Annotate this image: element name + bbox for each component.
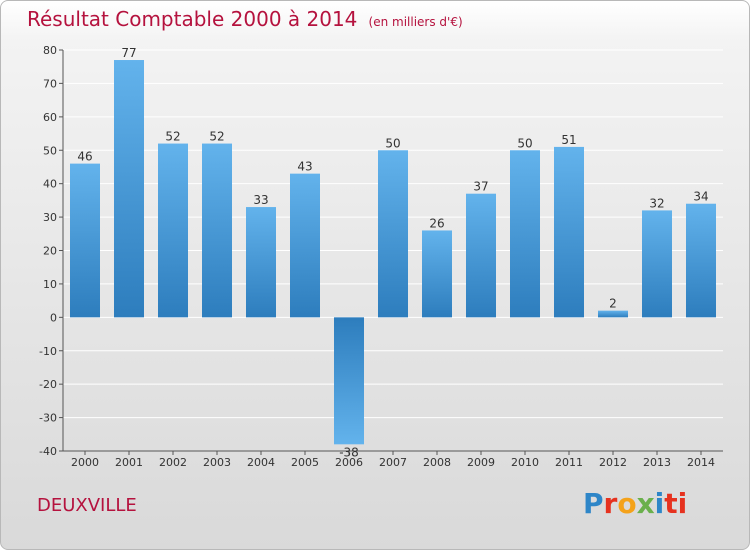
data-label: -38: [339, 445, 359, 459]
bar-2011: [554, 146, 584, 318]
data-label: 34: [693, 190, 708, 204]
y-tick-label: -30: [39, 412, 57, 425]
bar-2002: [158, 143, 188, 318]
bar-2009: [466, 193, 496, 318]
y-tick-label: 70: [43, 77, 57, 90]
x-tick-label: 2006: [335, 456, 363, 469]
proxiti-logo[interactable]: Proxiti: [583, 487, 688, 520]
y-tick-label: -40: [39, 445, 57, 458]
y-tick-label: 50: [43, 144, 57, 157]
y-tick-label: -10: [39, 345, 57, 358]
axes: -40 -30 -20 -10 0 10 20 30 40 50 60 70 80 2000 2001 200…: [39, 44, 723, 469]
bar-2014: [686, 203, 716, 318]
bar-2000: [70, 163, 100, 318]
bar-2004: [246, 207, 276, 318]
x-tick-label: 2012: [599, 456, 627, 469]
y-tick-label: 60: [43, 111, 57, 124]
x-tick-label: 2004: [247, 456, 275, 469]
y-tick-label: 80: [43, 44, 57, 57]
bar-2006: [334, 317, 364, 445]
x-tick-label: 2007: [379, 456, 407, 469]
y-tick-label: 10: [43, 278, 57, 291]
title-line: Résultat Comptable 2000 à 2014 (en milli…: [27, 7, 463, 31]
x-tick-label: 2014: [687, 456, 715, 469]
chart-title: Résultat Comptable 2000 à 2014: [27, 7, 358, 31]
x-tick-label: 2002: [159, 456, 187, 469]
x-tick-label: 2009: [467, 456, 495, 469]
x-tick-label: 2000: [71, 456, 99, 469]
y-tick-label: -20: [39, 378, 57, 391]
bar-2001: [114, 60, 144, 318]
data-label: 52: [165, 130, 180, 144]
x-tick-label: 2001: [115, 456, 143, 469]
bar-2010: [510, 150, 540, 318]
data-labels: 46 77 52 52 33 43 -38 50 26 37 50 51 2 32 34: [77, 46, 708, 459]
x-tick-label: 2011: [555, 456, 583, 469]
y-tick-label: 0: [50, 311, 57, 324]
data-label: 77: [121, 46, 136, 60]
chart-subtitle: (en milliers d'€): [368, 15, 463, 29]
bar-2012: [598, 310, 628, 318]
data-label: 46: [77, 150, 92, 164]
data-label: 37: [473, 180, 488, 194]
x-tick-label: 2003: [203, 456, 231, 469]
bar-2013: [642, 210, 672, 318]
bar-2008: [422, 230, 452, 318]
data-label: 43: [297, 160, 312, 174]
x-tick-label: 2010: [511, 456, 539, 469]
data-label: 2: [609, 297, 617, 311]
data-label: 32: [649, 196, 664, 210]
bar-2005: [290, 173, 320, 318]
y-tick-label: 40: [43, 178, 57, 191]
y-tick-label: 30: [43, 211, 57, 224]
x-tick-label: 2013: [643, 456, 671, 469]
data-label: 51: [561, 133, 576, 147]
data-label: 26: [429, 216, 444, 230]
x-tick-label: 2008: [423, 456, 451, 469]
data-label: 50: [385, 136, 400, 150]
bars: [70, 60, 716, 445]
data-label: 52: [209, 130, 224, 144]
bar-2007: [378, 150, 408, 318]
x-tick-label: 2005: [291, 456, 319, 469]
data-label: 33: [253, 193, 268, 207]
bar-2003: [202, 143, 232, 318]
y-tick-label: 20: [43, 245, 57, 258]
commune-name: DEUXVILLE: [37, 495, 137, 516]
data-label: 50: [517, 136, 532, 150]
